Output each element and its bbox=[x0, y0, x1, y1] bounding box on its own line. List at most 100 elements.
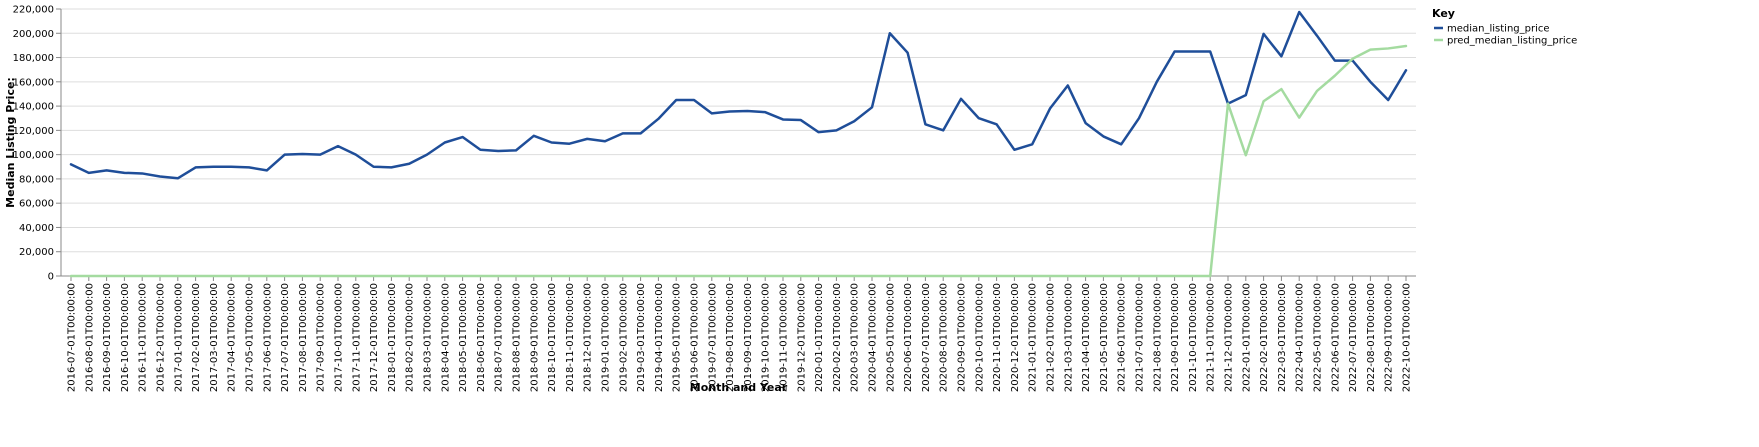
x-tick-label: 2017-10-01T00:00:00 bbox=[334, 283, 345, 392]
x-tick-label: 2020-12-01T00:00:00 bbox=[1010, 283, 1021, 392]
y-tick-label: 20,000 bbox=[19, 247, 54, 258]
y-axis-title: Median Listing Price: bbox=[4, 77, 17, 208]
x-tick-label: 2022-09-01T00:00:00 bbox=[1384, 283, 1395, 392]
x-tick-label: 2018-04-01T00:00:00 bbox=[440, 283, 451, 392]
y-tick-label: 160,000 bbox=[13, 77, 54, 88]
x-tick-label: 2019-07-01T00:00:00 bbox=[707, 283, 718, 392]
x-tick-label: 2017-03-01T00:00:00 bbox=[209, 283, 220, 392]
gridlines bbox=[61, 8, 1416, 277]
x-tick-label: 2020-11-01T00:00:00 bbox=[992, 283, 1003, 392]
y-tick-label: 180,000 bbox=[13, 53, 54, 64]
x-tick-label: 2017-11-01T00:00:00 bbox=[351, 283, 362, 392]
legend-title: Key bbox=[1432, 7, 1455, 20]
y-tick-label: 60,000 bbox=[19, 199, 54, 210]
x-tick-label: 2018-05-01T00:00:00 bbox=[458, 283, 469, 392]
x-tick-label: 2021-04-01T00:00:00 bbox=[1081, 283, 1092, 392]
legend-label: median_listing_price bbox=[1447, 24, 1550, 35]
x-tick-label: 2018-02-01T00:00:00 bbox=[405, 283, 416, 392]
x-tick-label: 2016-09-01T00:00:00 bbox=[102, 283, 113, 392]
axes bbox=[60, 9, 1416, 277]
x-axis-title: Month and Year bbox=[690, 381, 788, 394]
x-tick-label: 2021-01-01T00:00:00 bbox=[1028, 283, 1039, 392]
y-axis-ticks: 0 20,000 40,000 60,000 80,000 100,000 120,000 1… bbox=[13, 5, 61, 283]
legend-label: pred_median_listing_price bbox=[1447, 36, 1577, 47]
series-line-median-listing-price bbox=[69, 10, 1408, 180]
x-tick-label: 2021-07-01T00:00:00 bbox=[1135, 283, 1146, 392]
x-tick-label: 2020-09-01T00:00:00 bbox=[957, 283, 968, 392]
x-tick-label: 2020-03-01T00:00:00 bbox=[850, 283, 861, 392]
x-tick-label: 2017-01-01T00:00:00 bbox=[173, 283, 184, 392]
x-tick-label: 2018-01-01T00:00:00 bbox=[387, 283, 398, 392]
x-tick-label: 2022-06-01T00:00:00 bbox=[1330, 283, 1341, 392]
x-tick-label: 2022-02-01T00:00:00 bbox=[1259, 283, 1270, 392]
x-tick-label: 2018-12-01T00:00:00 bbox=[583, 283, 594, 392]
x-tick-label: 2020-08-01T00:00:00 bbox=[939, 283, 950, 392]
x-tick-label: 2017-05-01T00:00:00 bbox=[245, 283, 256, 392]
series-lines bbox=[69, 10, 1408, 278]
y-tick-label: 100,000 bbox=[13, 150, 54, 161]
x-tick-label: 2021-10-01T00:00:00 bbox=[1188, 283, 1199, 392]
x-tick-label: 2021-11-01T00:00:00 bbox=[1206, 283, 1217, 392]
x-tick-label: 2022-10-01T00:00:00 bbox=[1402, 283, 1413, 392]
x-tick-label: 2018-03-01T00:00:00 bbox=[423, 283, 434, 392]
x-tick-label: 2021-12-01T00:00:00 bbox=[1224, 283, 1235, 392]
x-tick-label: 2019-11-01T00:00:00 bbox=[779, 283, 790, 392]
x-tick-label: 2017-06-01T00:00:00 bbox=[262, 283, 273, 392]
x-tick-label: 2022-01-01T00:00:00 bbox=[1241, 283, 1252, 392]
x-tick-label: 2020-05-01T00:00:00 bbox=[885, 283, 896, 392]
x-tick-label: 2021-09-01T00:00:00 bbox=[1170, 283, 1181, 392]
x-tick-label: 2020-10-01T00:00:00 bbox=[974, 283, 985, 392]
x-axis-ticks: 2016-07-01T00:00:00 2016-08-01T00:00:00 20… bbox=[67, 276, 1413, 392]
x-tick-label: 2022-04-01T00:00:00 bbox=[1295, 283, 1306, 392]
x-tick-label: 2019-09-01T00:00:00 bbox=[743, 283, 754, 392]
x-tick-label: 2016-08-01T00:00:00 bbox=[84, 283, 95, 392]
y-tick-label: 140,000 bbox=[13, 102, 54, 113]
x-tick-label: 2017-08-01T00:00:00 bbox=[298, 283, 309, 392]
x-tick-label: 2017-07-01T00:00:00 bbox=[280, 283, 291, 392]
x-tick-label: 2022-07-01T00:00:00 bbox=[1348, 283, 1359, 392]
x-tick-label: 2021-05-01T00:00:00 bbox=[1099, 283, 1110, 392]
x-tick-label: 2019-01-01T00:00:00 bbox=[601, 283, 612, 392]
x-tick-label: 2017-04-01T00:00:00 bbox=[227, 283, 238, 392]
x-tick-label: 2020-07-01T00:00:00 bbox=[921, 283, 932, 392]
x-tick-label: 2019-08-01T00:00:00 bbox=[725, 283, 736, 392]
x-tick-label: 2022-05-01T00:00:00 bbox=[1313, 283, 1324, 392]
x-tick-label: 2018-06-01T00:00:00 bbox=[476, 283, 487, 392]
x-tick-label: 2018-11-01T00:00:00 bbox=[565, 283, 576, 392]
x-tick-label: 2019-12-01T00:00:00 bbox=[796, 283, 807, 392]
y-tick-label: 120,000 bbox=[13, 126, 54, 137]
y-tick-label: 40,000 bbox=[19, 223, 54, 234]
x-tick-label: 2016-10-01T00:00:00 bbox=[120, 283, 131, 392]
x-tick-label: 2019-02-01T00:00:00 bbox=[618, 283, 629, 392]
x-tick-label: 2017-12-01T00:00:00 bbox=[369, 283, 380, 392]
y-tick-label: 0 bbox=[48, 272, 54, 283]
y-tick-label: 200,000 bbox=[13, 29, 54, 40]
x-tick-label: 2019-04-01T00:00:00 bbox=[654, 283, 665, 392]
x-tick-label: 2020-04-01T00:00:00 bbox=[868, 283, 879, 392]
x-tick-label: 2020-06-01T00:00:00 bbox=[903, 283, 914, 392]
x-tick-label: 2020-02-01T00:00:00 bbox=[832, 283, 843, 392]
series-line-pred-median-listing-price bbox=[69, 44, 1408, 278]
x-tick-label: 2017-09-01T00:00:00 bbox=[316, 283, 327, 392]
x-tick-label: 2016-07-01T00:00:00 bbox=[67, 283, 78, 392]
x-tick-label: 2018-08-01T00:00:00 bbox=[512, 283, 523, 392]
x-tick-label: 2021-08-01T00:00:00 bbox=[1152, 283, 1163, 392]
x-tick-label: 2019-10-01T00:00:00 bbox=[761, 283, 772, 392]
x-tick-label: 2018-10-01T00:00:00 bbox=[547, 283, 558, 392]
legend: Key median_listing_pricepred_median_list… bbox=[1432, 7, 1577, 47]
x-tick-label: 2016-11-01T00:00:00 bbox=[138, 283, 149, 392]
x-tick-label: 2022-08-01T00:00:00 bbox=[1366, 283, 1377, 392]
x-tick-label: 2018-09-01T00:00:00 bbox=[529, 283, 540, 392]
x-tick-label: 2019-05-01T00:00:00 bbox=[672, 283, 683, 392]
x-tick-label: 2021-06-01T00:00:00 bbox=[1117, 283, 1128, 392]
x-tick-label: 2021-02-01T00:00:00 bbox=[1046, 283, 1057, 392]
x-tick-label: 2020-01-01T00:00:00 bbox=[814, 283, 825, 392]
y-tick-label: 220,000 bbox=[13, 5, 54, 16]
x-tick-label: 2021-03-01T00:00:00 bbox=[1063, 283, 1074, 392]
y-tick-label: 80,000 bbox=[19, 174, 54, 185]
x-tick-label: 2018-07-01T00:00:00 bbox=[494, 283, 505, 392]
x-tick-label: 2017-02-01T00:00:00 bbox=[191, 283, 202, 392]
x-tick-label: 2022-03-01T00:00:00 bbox=[1277, 283, 1288, 392]
x-tick-label: 2016-12-01T00:00:00 bbox=[156, 283, 167, 392]
